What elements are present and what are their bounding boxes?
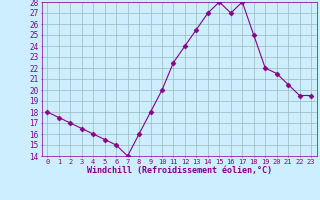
X-axis label: Windchill (Refroidissement éolien,°C): Windchill (Refroidissement éolien,°C) (87, 166, 272, 175)
